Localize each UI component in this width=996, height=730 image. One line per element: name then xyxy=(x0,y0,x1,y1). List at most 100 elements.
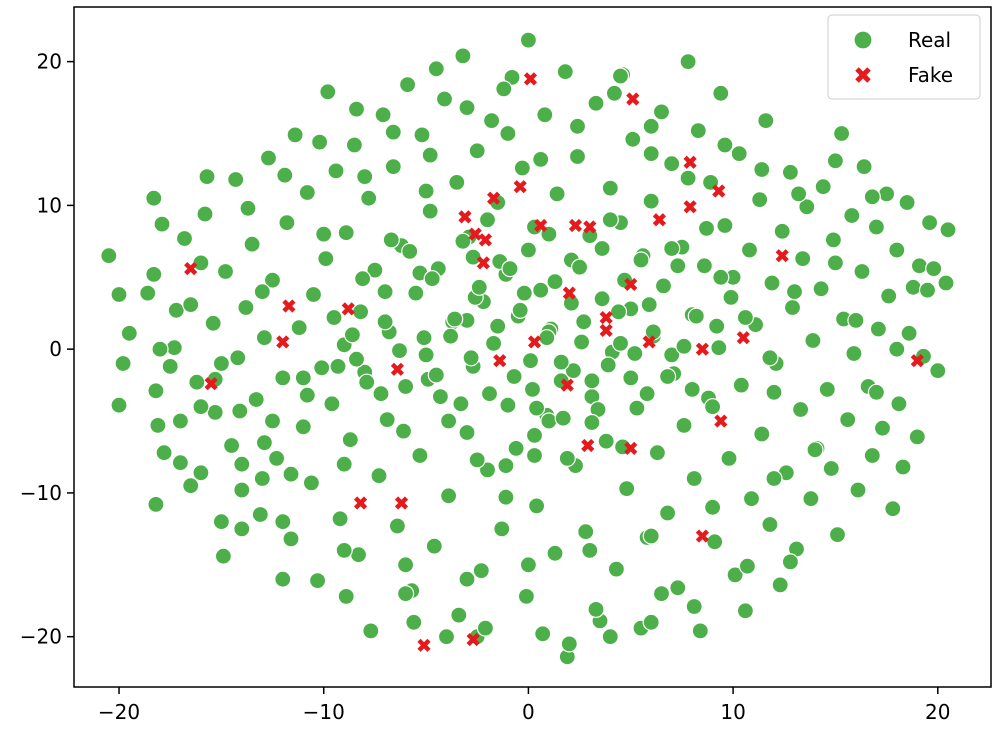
real-point xyxy=(294,369,312,387)
fake-point xyxy=(583,220,597,234)
y-tick-label: −10 xyxy=(20,481,62,505)
real-point xyxy=(687,307,705,325)
real-point xyxy=(869,320,888,338)
real-point xyxy=(742,490,761,508)
real-point xyxy=(532,150,550,168)
real-point xyxy=(519,241,538,259)
real-point xyxy=(601,179,619,197)
axes-layer: −20 −10 0 10 20 −20 −10 0 10 20 xyxy=(20,50,951,724)
real-point xyxy=(658,504,677,522)
x-tick-label: −20 xyxy=(98,700,140,724)
real-point xyxy=(120,324,138,342)
real-point xyxy=(480,385,499,403)
real-point xyxy=(652,103,671,121)
real-point xyxy=(458,423,476,442)
real-point xyxy=(229,349,247,367)
fake-point xyxy=(493,354,507,368)
real-point xyxy=(726,566,744,584)
real-point xyxy=(468,142,486,160)
fake-point xyxy=(910,354,924,368)
real-point xyxy=(929,362,947,380)
real-point xyxy=(399,75,417,94)
real-point xyxy=(663,155,681,173)
real-point xyxy=(274,513,292,531)
real-point xyxy=(554,409,572,427)
real-point xyxy=(527,497,546,515)
fake-point xyxy=(775,249,789,263)
real-point xyxy=(898,193,916,212)
real-point xyxy=(452,395,470,413)
fake-point xyxy=(599,310,613,325)
real-point xyxy=(329,357,347,375)
fake-point xyxy=(560,378,574,392)
real-point xyxy=(298,183,316,202)
real-point xyxy=(511,301,529,319)
real-point xyxy=(536,106,554,124)
real-point xyxy=(708,317,726,335)
real-point xyxy=(470,278,488,296)
real-point xyxy=(628,399,646,417)
fake-point xyxy=(683,200,697,214)
real-point xyxy=(525,426,544,444)
fake-point xyxy=(568,218,583,233)
real-point xyxy=(464,248,482,266)
real-point xyxy=(669,579,687,597)
real-point xyxy=(313,359,331,377)
real-point xyxy=(493,520,511,538)
legend-box xyxy=(827,14,981,100)
real-point xyxy=(855,158,873,176)
x-tick-label: 20 xyxy=(925,700,950,724)
real-point xyxy=(145,265,163,283)
real-point xyxy=(757,111,775,130)
real-point xyxy=(335,541,353,560)
real-point xyxy=(654,277,673,295)
real-point xyxy=(397,556,415,574)
real-point xyxy=(736,308,755,327)
real-point xyxy=(304,285,323,304)
real-point xyxy=(341,431,359,449)
real-point xyxy=(546,544,564,562)
real-point xyxy=(274,369,292,387)
real-point xyxy=(652,584,671,603)
real-point xyxy=(370,467,388,485)
real-point xyxy=(877,185,896,203)
real-point xyxy=(910,257,929,275)
real-point xyxy=(583,372,601,390)
real-point xyxy=(356,168,374,186)
real-point xyxy=(259,149,278,167)
real-point xyxy=(345,136,363,154)
real-point xyxy=(638,385,656,403)
real-point xyxy=(431,388,449,406)
x-tick-label: 0 xyxy=(522,700,535,724)
fake-point xyxy=(712,184,726,198)
real-point xyxy=(505,367,523,386)
real-point xyxy=(822,459,840,478)
fake-point xyxy=(642,335,656,349)
fake-point xyxy=(276,335,290,349)
real-point xyxy=(706,533,724,551)
real-point xyxy=(501,260,519,278)
real-point xyxy=(920,214,939,232)
real-point xyxy=(239,199,257,217)
real-point xyxy=(697,219,716,237)
real-point xyxy=(751,191,769,209)
real-point xyxy=(849,481,867,499)
real-point xyxy=(196,205,214,223)
real-point xyxy=(315,225,333,243)
plot-frame xyxy=(73,6,992,688)
real-point xyxy=(730,145,748,163)
real-point xyxy=(388,517,406,535)
fake-point xyxy=(624,441,638,455)
real-point xyxy=(908,428,926,446)
real-point xyxy=(171,454,189,472)
real-point xyxy=(716,136,734,154)
real-point xyxy=(298,386,316,404)
legend: Real Fake xyxy=(827,14,981,100)
real-point xyxy=(828,525,847,544)
fake-point xyxy=(513,180,527,194)
real-point xyxy=(683,380,701,398)
fake-point xyxy=(204,377,218,391)
real-point xyxy=(826,152,845,170)
real-point xyxy=(214,547,232,565)
